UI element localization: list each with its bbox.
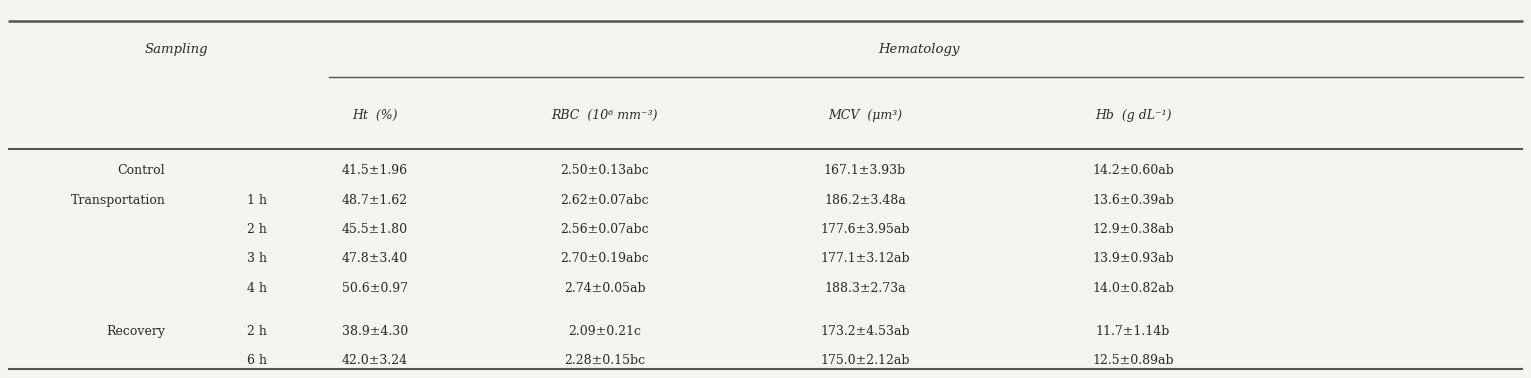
Text: 45.5±1.80: 45.5±1.80 xyxy=(341,223,409,236)
Text: 2.50±0.13abc: 2.50±0.13abc xyxy=(560,164,649,177)
Text: 186.2±3.48a: 186.2±3.48a xyxy=(824,194,906,207)
Text: Recovery: Recovery xyxy=(106,325,165,338)
Text: 177.6±3.95ab: 177.6±3.95ab xyxy=(821,223,909,236)
Text: 2.09±0.21c: 2.09±0.21c xyxy=(568,325,641,338)
Text: 4 h: 4 h xyxy=(246,282,268,294)
Text: 47.8±3.40: 47.8±3.40 xyxy=(341,252,409,265)
Text: 6 h: 6 h xyxy=(246,355,268,367)
Text: 11.7±1.14b: 11.7±1.14b xyxy=(1096,325,1170,338)
Text: 38.9±4.30: 38.9±4.30 xyxy=(341,325,409,338)
Text: 2 h: 2 h xyxy=(248,223,266,236)
Text: 2 h: 2 h xyxy=(248,325,266,338)
Text: 41.5±1.96: 41.5±1.96 xyxy=(341,164,409,177)
Text: 13.6±0.39ab: 13.6±0.39ab xyxy=(1092,194,1174,207)
Text: 14.0±0.82ab: 14.0±0.82ab xyxy=(1092,282,1174,294)
Text: 188.3±2.73a: 188.3±2.73a xyxy=(824,282,906,294)
Text: MCV  (μm³): MCV (μm³) xyxy=(828,109,902,122)
Text: 42.0±3.24: 42.0±3.24 xyxy=(341,355,409,367)
Text: Hb  (g dL⁻¹): Hb (g dL⁻¹) xyxy=(1095,109,1171,122)
Text: 48.7±1.62: 48.7±1.62 xyxy=(341,194,409,207)
Text: 2.62±0.07abc: 2.62±0.07abc xyxy=(560,194,649,207)
Text: 2.56±0.07abc: 2.56±0.07abc xyxy=(560,223,649,236)
Text: Hematology: Hematology xyxy=(877,43,960,56)
Text: 12.9±0.38ab: 12.9±0.38ab xyxy=(1092,223,1174,236)
Text: 175.0±2.12ab: 175.0±2.12ab xyxy=(821,355,909,367)
Text: Transportation: Transportation xyxy=(70,194,165,207)
Text: 3 h: 3 h xyxy=(246,252,268,265)
Text: 14.2±0.60ab: 14.2±0.60ab xyxy=(1092,164,1174,177)
Text: 173.2±4.53ab: 173.2±4.53ab xyxy=(821,325,909,338)
Text: 2.70±0.19abc: 2.70±0.19abc xyxy=(560,252,649,265)
Text: 1 h: 1 h xyxy=(246,194,268,207)
Text: RBC  (10⁶ mm⁻³): RBC (10⁶ mm⁻³) xyxy=(551,109,658,122)
Text: 50.6±0.97: 50.6±0.97 xyxy=(341,282,409,294)
Text: 13.9±0.93ab: 13.9±0.93ab xyxy=(1092,252,1174,265)
Text: 177.1±3.12ab: 177.1±3.12ab xyxy=(821,252,909,265)
Text: Ht  (%): Ht (%) xyxy=(352,109,398,122)
Text: 2.28±0.15bc: 2.28±0.15bc xyxy=(565,355,645,367)
Text: 167.1±3.93b: 167.1±3.93b xyxy=(824,164,906,177)
Text: Sampling: Sampling xyxy=(144,43,208,56)
Text: 12.5±0.89ab: 12.5±0.89ab xyxy=(1092,355,1174,367)
Text: Control: Control xyxy=(118,164,165,177)
Text: 2.74±0.05ab: 2.74±0.05ab xyxy=(563,282,646,294)
